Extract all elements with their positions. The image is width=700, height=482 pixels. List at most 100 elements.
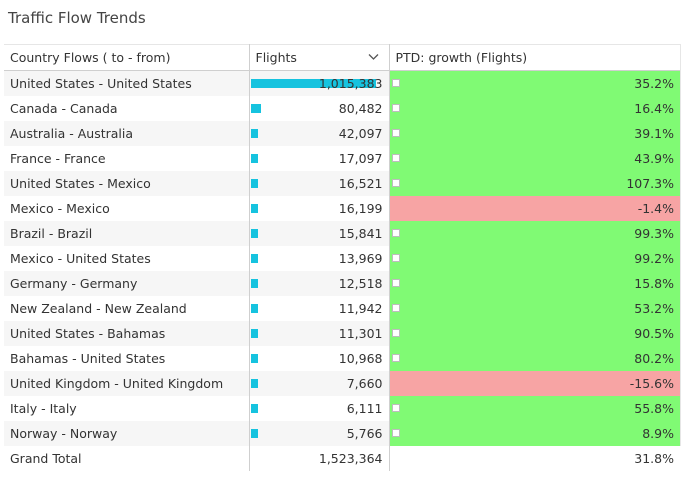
flights-bar xyxy=(250,329,258,338)
table-row[interactable]: United States - Bahamas 11,301 90.5% xyxy=(4,321,680,346)
growth-cell: 53.2% xyxy=(389,296,680,321)
flights-cell: 12,518 xyxy=(249,271,390,296)
flights-bar xyxy=(250,79,376,88)
flights-value: 42,097 xyxy=(338,126,383,141)
flights-cell: 42,097 xyxy=(249,121,390,146)
table-row[interactable]: Australia - Australia 42,097 39.1% xyxy=(4,121,680,146)
table-row[interactable]: Brazil - Brazil 15,841 99.3% xyxy=(4,221,680,246)
flights-value: 80,482 xyxy=(338,101,383,116)
country-flow-cell: United States - United States xyxy=(4,70,250,96)
grand-total-flights: 1,523,364 xyxy=(318,451,383,466)
flights-value: 16,199 xyxy=(338,201,383,216)
growth-value: 39.1% xyxy=(634,126,674,141)
table-right-edge xyxy=(680,44,681,446)
table-row[interactable]: United States - Mexico 16,521 107.3% xyxy=(4,171,680,196)
table-row[interactable]: Italy - Italy 6,111 55.8% xyxy=(4,396,680,421)
flights-value: 12,518 xyxy=(338,276,383,291)
country-flow-cell: Norway - Norway xyxy=(4,421,250,446)
report-title: Traffic Flow Trends xyxy=(8,9,146,27)
growth-cell: 107.3% xyxy=(389,171,680,196)
growth-value: 53.2% xyxy=(634,301,674,316)
growth-cell: 99.2% xyxy=(389,246,680,271)
flights-bar xyxy=(250,204,258,213)
table-row[interactable]: Norway - Norway 5,766 8.9% xyxy=(4,421,680,446)
grand-total-growth-cell: 31.8% xyxy=(389,446,680,471)
table-row[interactable]: United Kingdom - United Kingdom 7,660 -15.… xyxy=(4,371,680,396)
growth-cell: 90.5% xyxy=(389,321,680,346)
flights-header-label: Flights xyxy=(255,50,297,65)
flights-cell: 15,841 xyxy=(249,221,390,246)
flights-bar xyxy=(250,354,258,363)
growth-marker-icon xyxy=(391,254,400,262)
growth-cell: -15.6% xyxy=(389,371,680,396)
flights-bar xyxy=(250,404,258,413)
growth-cell: 35.2% xyxy=(389,70,680,96)
flights-value: 6,111 xyxy=(346,401,383,416)
growth-cell: 15.8% xyxy=(389,271,680,296)
growth-marker-icon xyxy=(391,329,400,337)
country-flows-header-label: Country Flows ( to - from) xyxy=(10,50,171,65)
flights-bar xyxy=(250,279,258,288)
growth-marker-icon xyxy=(391,79,400,87)
flights-bar xyxy=(250,379,258,388)
table-row[interactable]: Bahamas - United States 10,968 80.2% xyxy=(4,346,680,371)
table-row[interactable]: Mexico - United States 13,969 99.2% xyxy=(4,246,680,271)
growth-marker-icon xyxy=(391,129,400,137)
flights-header[interactable]: Flights xyxy=(249,44,390,71)
flights-cell: 11,301 xyxy=(249,321,390,346)
flights-cell: 10,968 xyxy=(249,346,390,371)
country-flow-cell: United Kingdom - United Kingdom xyxy=(4,371,250,396)
flights-bar xyxy=(250,429,258,438)
country-flow-cell: Mexico - Mexico xyxy=(4,196,250,221)
flights-value: 17,097 xyxy=(338,151,383,166)
ptd-growth-header[interactable]: PTD: growth (Flights) xyxy=(389,44,680,71)
growth-marker-icon xyxy=(391,154,400,162)
growth-marker-icon xyxy=(391,229,400,237)
growth-value: 90.5% xyxy=(634,326,674,341)
flights-cell: 6,111 xyxy=(249,396,390,421)
table-row[interactable]: France - France 17,097 43.9% xyxy=(4,146,680,171)
table-row[interactable]: Mexico - Mexico 16,199 -1.4% xyxy=(4,196,680,221)
table-row[interactable]: New Zealand - New Zealand 11,942 53.2% xyxy=(4,296,680,321)
growth-value: 8.9% xyxy=(642,426,674,441)
flights-bar xyxy=(250,104,261,113)
country-flows-header[interactable]: Country Flows ( to - from) xyxy=(4,44,250,71)
table-row[interactable]: United States - United States 1,015,383 35… xyxy=(4,70,680,96)
grand-total-row: Grand Total 1,523,364 31.8% xyxy=(4,446,680,471)
header-row: Country Flows ( to - from) Flights PTD: … xyxy=(4,44,680,71)
flights-value: 5,766 xyxy=(346,426,383,441)
flights-bar xyxy=(250,304,258,313)
flights-cell: 5,766 xyxy=(249,421,390,446)
ptd-growth-header-label: PTD: growth (Flights) xyxy=(395,50,528,65)
flights-value: 7,660 xyxy=(346,376,383,391)
growth-value: 80.2% xyxy=(634,351,674,366)
table-row[interactable]: Germany - Germany 12,518 15.8% xyxy=(4,271,680,296)
flights-cell: 16,199 xyxy=(249,196,390,221)
country-flow-cell: Canada - Canada xyxy=(4,96,250,121)
grand-total-growth: 31.8% xyxy=(634,451,674,466)
flights-cell: 7,660 xyxy=(249,371,390,396)
growth-cell: 8.9% xyxy=(389,421,680,446)
growth-marker-icon xyxy=(391,354,400,362)
growth-value: 55.8% xyxy=(634,401,674,416)
flights-cell: 1,015,383 xyxy=(249,70,390,96)
country-flow-cell: Bahamas - United States xyxy=(4,346,250,371)
country-flow-cell: France - France xyxy=(4,146,250,171)
flights-bar xyxy=(250,179,258,188)
grand-total-flights-cell: 1,523,364 xyxy=(249,446,390,471)
flights-cell: 13,969 xyxy=(249,246,390,271)
growth-marker-icon xyxy=(391,279,400,287)
grand-total-label: Grand Total xyxy=(4,446,250,471)
table-row[interactable]: Canada - Canada 80,482 16.4% xyxy=(4,96,680,121)
growth-marker-icon xyxy=(391,304,400,312)
country-flow-cell: Brazil - Brazil xyxy=(4,221,250,246)
growth-value: 99.2% xyxy=(634,251,674,266)
growth-value: 15.8% xyxy=(634,276,674,291)
country-flow-cell: Germany - Germany xyxy=(4,271,250,296)
flights-cell: 80,482 xyxy=(249,96,390,121)
country-flow-cell: Australia - Australia xyxy=(4,121,250,146)
growth-value: -1.4% xyxy=(637,201,674,216)
flights-cell: 11,942 xyxy=(249,296,390,321)
growth-value: -15.6% xyxy=(629,376,674,391)
chevron-down-icon[interactable] xyxy=(368,51,379,62)
